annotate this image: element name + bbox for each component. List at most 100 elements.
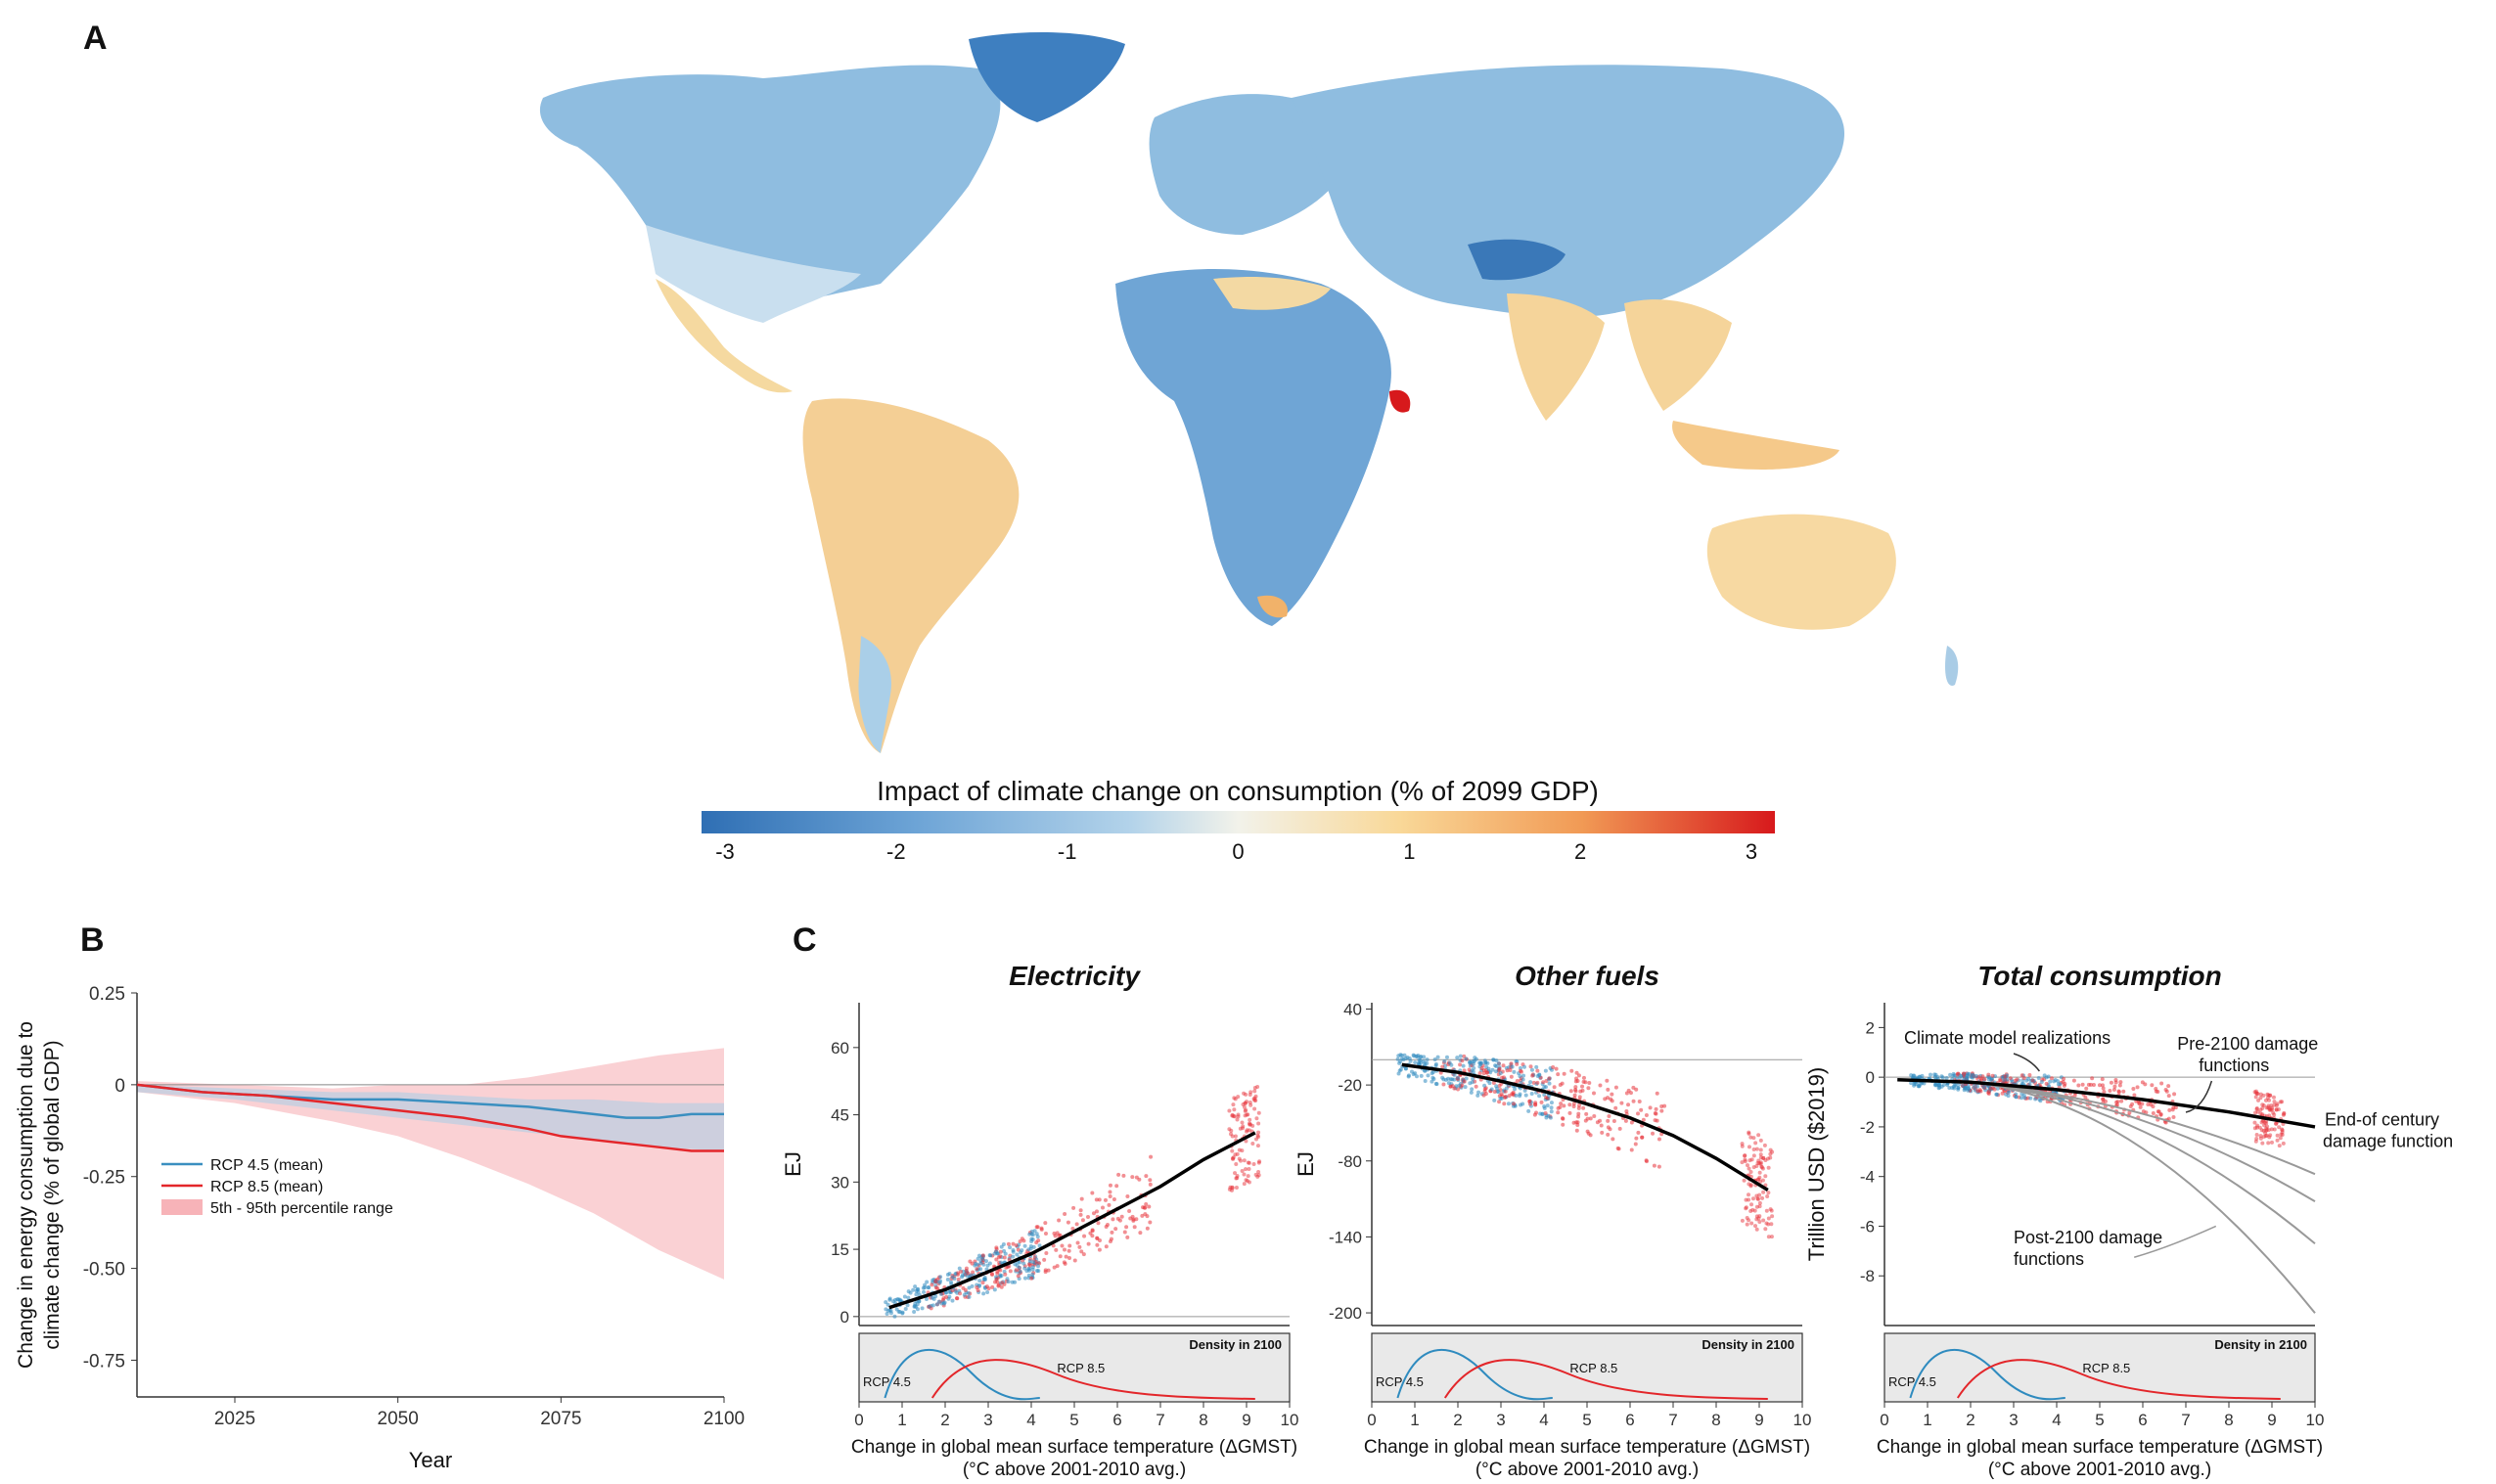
point-rcp85 [2166,1094,2171,1099]
point-rcp85 [2256,1098,2261,1102]
point-rcp85 [2151,1104,2156,1109]
point-rcp85 [1003,1272,1008,1277]
point-rcp45 [1974,1084,1979,1089]
annotation-post-2100-line2: functions [2014,1249,2084,1269]
point-rcp85 [2114,1100,2119,1104]
y-tick-label: 0.25 [89,984,125,1005]
point-rcp85 [1130,1175,1135,1180]
point-rcp85 [958,1291,963,1296]
point-rcp85 [2143,1082,2148,1087]
annotation-arrow-post-2100 [2133,1225,2217,1258]
point-rcp85 [933,1285,938,1290]
point-rcp45 [1440,1075,1445,1080]
point-rcp85 [2266,1103,2271,1108]
x-tick-label: 1 [1923,1411,1931,1429]
point-rcp85 [1242,1172,1247,1177]
y-tick-label: -140 [1329,1228,1362,1246]
y-tick-label: 0 [840,1308,849,1327]
point-rcp85 [2113,1080,2118,1085]
point-rcp85 [1761,1190,1766,1194]
point-rcp45 [1549,1101,1554,1105]
point-rcp45 [1954,1082,1959,1087]
point-rcp85 [2253,1089,2258,1094]
point-rcp85 [2000,1091,2005,1096]
point-rcp85 [2084,1086,2089,1091]
point-rcp85 [1062,1247,1066,1252]
point-rcp85 [1610,1099,1614,1103]
point-rcp45 [1015,1252,1020,1257]
density-label-rcp45: RCP 4.5 [1888,1374,1936,1389]
point-rcp85 [2019,1073,2024,1078]
point-rcp85 [1750,1196,1755,1201]
point-rcp45 [977,1279,982,1283]
point-rcp85 [1745,1222,1749,1227]
point-rcp45 [960,1273,965,1278]
point-rcp85 [1585,1116,1590,1121]
point-rcp85 [1140,1213,1145,1218]
point-rcp45 [1482,1083,1487,1088]
point-rcp85 [1227,1108,1232,1113]
point-rcp85 [1747,1131,1751,1136]
point-rcp85 [1482,1087,1487,1092]
y-axis-label: Trillion USD ($2019) [1804,1067,1829,1261]
x-axis-label-line1: Change in global mean surface temperatur… [1364,1437,1810,1458]
point-rcp85 [1763,1174,1768,1179]
density-label-rcp85: RCP 8.5 [2082,1361,2130,1375]
point-rcp85 [2259,1120,2264,1125]
point-rcp45 [1936,1082,1941,1087]
point-rcp85 [2166,1084,2171,1089]
legend-label-rcp45: RCP 4.5 (mean) [210,1157,323,1174]
point-rcp45 [911,1287,916,1292]
annotation-climate-model-realizations: Climate model realizations [1904,1028,2110,1048]
point-rcp45 [1464,1076,1469,1081]
point-rcp85 [1229,1188,1234,1192]
point-rcp85 [1619,1101,1624,1105]
point-rcp45 [1514,1058,1519,1063]
point-rcp85 [1094,1197,1099,1202]
point-rcp85 [1588,1116,1593,1121]
y-tick-label: -0.50 [83,1260,125,1281]
point-rcp85 [1567,1110,1572,1115]
point-rcp85 [2100,1077,2105,1082]
point-rcp85 [1071,1205,1076,1210]
point-rcp45 [1442,1058,1447,1063]
point-rcp45 [1948,1072,1953,1077]
x-tick-label: 5 [1069,1411,1078,1429]
point-rcp85 [1751,1153,1756,1158]
x-tick-label: 2 [1966,1411,1974,1429]
x-tick-label: 1 [1410,1411,1419,1429]
point-rcp45 [1972,1073,1976,1078]
point-rcp85 [995,1269,1000,1274]
point-rcp85 [1080,1218,1085,1223]
point-rcp85 [1236,1112,1241,1117]
point-rcp85 [1595,1120,1600,1125]
y-tick-label: -4 [1860,1168,1875,1187]
point-rcp45 [1512,1069,1517,1074]
point-rcp85 [1042,1257,1047,1262]
point-rcp85 [2146,1102,2151,1106]
point-rcp45 [1036,1264,1041,1269]
point-rcp45 [1013,1262,1018,1267]
x-tick-label: 10 [2306,1411,2325,1429]
map-north-america [539,65,1001,314]
point-rcp85 [1228,1132,1233,1137]
map-europe [1149,94,1343,235]
point-rcp85 [1624,1091,1629,1096]
point-rcp45 [887,1297,892,1302]
annotation-post-2100-line1: Post-2100 damage [2014,1228,2162,1247]
point-rcp85 [1104,1225,1109,1230]
point-rcp45 [1994,1092,1999,1097]
point-rcp45 [1455,1056,1460,1060]
point-rcp85 [2021,1076,2026,1081]
point-rcp85 [1124,1225,1129,1230]
point-rcp45 [978,1261,983,1266]
point-rcp85 [2277,1125,2282,1130]
point-rcp45 [1549,1105,1554,1110]
point-rcp45 [1475,1093,1480,1098]
point-rcp85 [2258,1136,2263,1141]
point-rcp45 [1989,1078,1994,1083]
point-rcp45 [966,1290,971,1295]
point-rcp45 [1413,1071,1418,1076]
colorbar-tick-label: -1 [1058,839,1077,864]
